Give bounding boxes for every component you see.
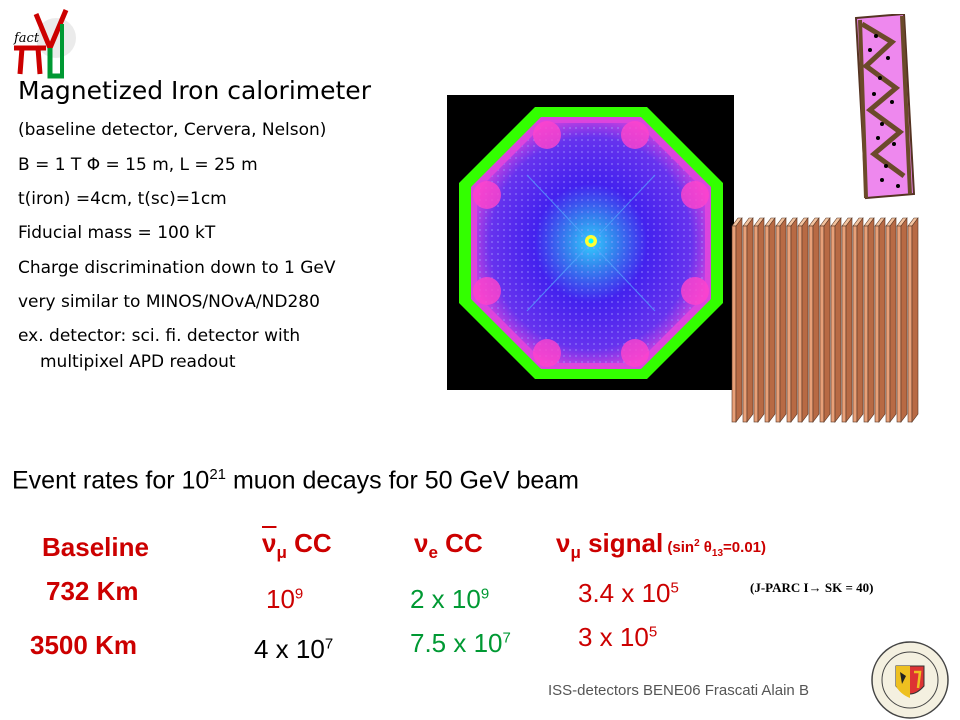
event-rates-heading: Event rates for 1021 muon decays for 50 …	[12, 466, 579, 495]
plate-face	[786, 225, 792, 423]
plate-edge	[889, 217, 897, 423]
plate-edge	[878, 217, 886, 423]
plate-face	[863, 225, 869, 423]
baseline-732: 732 Km	[46, 576, 139, 606]
plate-face	[742, 225, 748, 423]
bullet-7-cont: multipixel APD readout	[40, 352, 236, 372]
university-seal	[871, 641, 949, 719]
bullet-3: t(iron) =4cm, t(sc)=1cm	[18, 189, 227, 209]
bullet-4: Fiducial mass = 100 kT	[18, 223, 216, 243]
plate-edge	[867, 217, 875, 423]
plate-face	[797, 225, 803, 423]
plate-edge	[779, 217, 787, 423]
signal-3500-value: 3 x 105	[578, 622, 658, 652]
plate-face	[830, 225, 836, 423]
numubar-cc-header: νμ CC	[262, 528, 332, 563]
baseline-3500: 3500 Km	[30, 630, 137, 660]
plate-edge	[812, 217, 820, 423]
plate-face	[764, 225, 770, 423]
footer-text: ISS-detectors BENE06 Frascati Alain B	[548, 682, 809, 699]
plate-face	[731, 225, 737, 423]
bullet-5: Charge discrimination down to 1 GeV	[18, 258, 336, 278]
plate-edge	[801, 217, 809, 423]
plate-edge	[768, 217, 776, 423]
nue-cc-header: νe CC	[414, 528, 483, 563]
plate-face	[753, 225, 759, 423]
nue-732-value: 2 x 109	[410, 584, 490, 614]
slide-title: Magnetized Iron calorimeter	[18, 76, 371, 105]
plate-face	[852, 225, 858, 423]
plate-edge	[845, 217, 853, 423]
octagon-field-map	[447, 95, 734, 390]
plate-edge	[746, 217, 754, 423]
plate-face	[885, 225, 891, 423]
nufact-logo: fact	[13, 9, 76, 79]
plate-face	[896, 225, 902, 423]
plate-face	[775, 225, 781, 423]
plate-face	[808, 225, 814, 423]
plate-edge	[735, 217, 743, 423]
plate-face	[874, 225, 880, 423]
plate-edge	[900, 217, 908, 423]
nue-3500-value: 7.5 x 107	[410, 628, 511, 658]
bullet-6: very similar to MINOS/NOvA/ND280	[18, 292, 320, 312]
iron-plates-stack	[731, 217, 919, 423]
plate-edge	[911, 217, 919, 423]
jparc-note: (J-PARC I→ SK = 40)	[750, 580, 874, 595]
numubar-732-value: 109	[266, 584, 304, 614]
bullet-1: (baseline detector, Cervera, Nelson)	[18, 120, 327, 140]
bullet-7: ex. detector: sci. fi. detector with	[18, 326, 301, 346]
signal-732-value: 3.4 x 105	[578, 578, 679, 608]
bullet-2: B = 1 T Φ = 15 m, L = 25 m	[18, 155, 258, 175]
logo-text: fact	[13, 31, 40, 46]
plate-face	[819, 225, 825, 423]
baseline-header: Baseline	[42, 532, 149, 562]
plate-edge	[823, 217, 831, 423]
plate-edge	[834, 217, 842, 423]
plate-edge	[757, 217, 765, 423]
plate-edge	[790, 217, 798, 423]
plate-edge	[856, 217, 864, 423]
numubar-3500-value: 4 x 107	[254, 634, 334, 664]
signal-header: νμ signal (sin2 θ13=0.01)	[556, 528, 766, 563]
plate-face	[841, 225, 847, 423]
plate-face	[907, 225, 913, 423]
triangle-structure	[854, 14, 916, 200]
